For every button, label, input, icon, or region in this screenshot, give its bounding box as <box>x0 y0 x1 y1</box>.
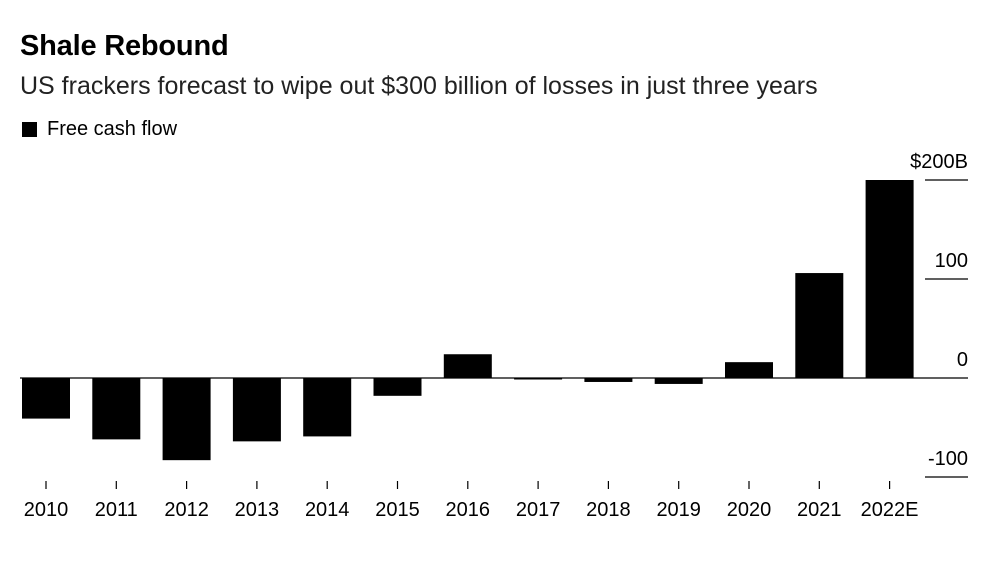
x-tick-label: 2014 <box>305 499 350 521</box>
bar <box>373 378 422 396</box>
chart-title: Shale Rebound <box>20 30 229 62</box>
x-tick-label: 2020 <box>727 499 772 521</box>
x-tick-label: 2015 <box>375 499 420 521</box>
bar <box>22 378 70 419</box>
bar <box>303 378 352 437</box>
y-tick-label: -100 <box>928 448 968 470</box>
bar <box>654 378 703 384</box>
bar <box>584 378 633 382</box>
x-tick-label: 2022E <box>861 499 919 521</box>
legend-label: Free cash flow <box>47 118 178 140</box>
y-tick-label: 0 <box>957 349 968 371</box>
x-tick-label: 2010 <box>24 499 69 521</box>
chart-subtitle: US frackers forecast to wipe out $300 bi… <box>20 72 818 100</box>
y-tick-label: $200B <box>910 151 968 173</box>
x-tick-label: 2012 <box>164 499 209 521</box>
bar <box>92 378 141 440</box>
bar <box>162 378 211 461</box>
bar <box>443 354 492 378</box>
bar <box>232 378 281 442</box>
bar <box>725 362 773 378</box>
bar <box>865 180 914 378</box>
x-tick-label: 2019 <box>656 499 701 521</box>
x-tick-label: 2021 <box>797 499 842 521</box>
legend: Free cash flow <box>22 118 177 141</box>
x-tick-label: 2016 <box>446 499 491 521</box>
x-tick-label: 2018 <box>586 499 631 521</box>
x-tick-label: 2017 <box>516 499 561 521</box>
bar <box>795 273 844 378</box>
legend-swatch <box>22 122 37 137</box>
x-tick-label: 2011 <box>95 499 138 521</box>
x-tick-label: 2013 <box>235 499 280 521</box>
y-tick-label: 100 <box>935 250 968 272</box>
bar <box>514 378 563 380</box>
